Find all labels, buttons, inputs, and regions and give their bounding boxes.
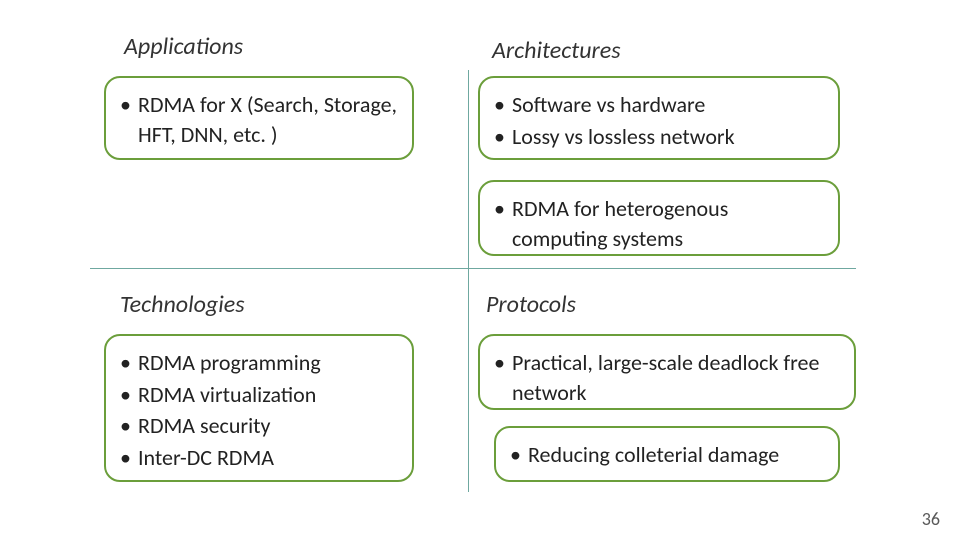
list-item: RDMA virtualization bbox=[120, 380, 398, 410]
box-protocols-0: Practical, large-scale deadlock free net… bbox=[478, 334, 856, 410]
list-item: RDMA programming bbox=[120, 348, 398, 378]
list-item: Lossy vs lossless network bbox=[494, 122, 824, 152]
page-number: 36 bbox=[922, 508, 940, 530]
slide: Applications Architectures Technologies … bbox=[0, 0, 960, 540]
divider-vertical bbox=[468, 70, 469, 492]
list-item: RDMA for X (Search, Storage, HFT, DNN, e… bbox=[120, 90, 398, 149]
heading-protocols: Protocols bbox=[486, 290, 576, 319]
list-item: Software vs hardware bbox=[494, 90, 824, 120]
bullet-list: RDMA for heterogenous computing systems bbox=[494, 194, 824, 253]
heading-technologies: Technologies bbox=[120, 290, 245, 319]
bullet-list: RDMA programmingRDMA virtualizationRDMA … bbox=[120, 348, 398, 473]
box-applications-0: RDMA for X (Search, Storage, HFT, DNN, e… bbox=[104, 76, 414, 160]
divider-horizontal bbox=[90, 268, 856, 269]
box-protocols-1: Reducing colleterial damage bbox=[494, 426, 840, 482]
heading-applications: Applications bbox=[124, 32, 243, 61]
bullet-list: Software vs hardwareLossy vs lossless ne… bbox=[494, 90, 824, 151]
list-item: Reducing colleterial damage bbox=[510, 440, 824, 470]
list-item: RDMA for heterogenous computing systems bbox=[494, 194, 824, 253]
bullet-list: Reducing colleterial damage bbox=[510, 440, 824, 470]
bullet-list: Practical, large-scale deadlock free net… bbox=[494, 348, 840, 407]
list-item: RDMA security bbox=[120, 411, 398, 441]
list-item: Practical, large-scale deadlock free net… bbox=[494, 348, 840, 407]
box-technologies-0: RDMA programmingRDMA virtualizationRDMA … bbox=[104, 334, 414, 482]
heading-architectures: Architectures bbox=[492, 36, 621, 65]
box-architectures-0: Software vs hardwareLossy vs lossless ne… bbox=[478, 76, 840, 160]
box-architectures-1: RDMA for heterogenous computing systems bbox=[478, 180, 840, 256]
list-item: Inter-DC RDMA bbox=[120, 443, 398, 473]
bullet-list: RDMA for X (Search, Storage, HFT, DNN, e… bbox=[120, 90, 398, 149]
